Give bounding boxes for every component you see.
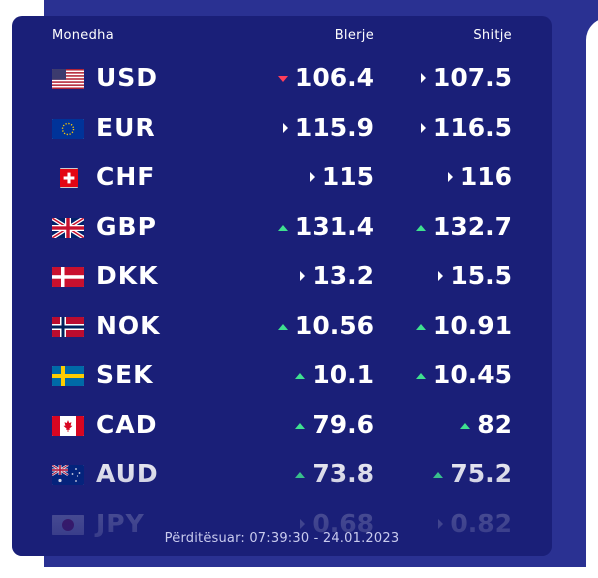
- exchange-rates-panel: Monedha Blerje Shitje USD 106.4 107.5 EU…: [12, 16, 552, 556]
- trend-up-icon: [415, 225, 426, 231]
- rate-row-chf: CHF 115 116: [12, 156, 552, 200]
- rate-row-usd: USD 106.4 107.5: [12, 57, 552, 101]
- currency-code: DKK: [96, 261, 159, 290]
- rate-row-aud: AUD 73.8 75.2: [12, 453, 552, 497]
- ch-flag-icon: [60, 168, 78, 188]
- eu-flag-icon: [52, 119, 84, 139]
- trend-down-icon: [277, 76, 288, 82]
- currency-code: CHF: [96, 162, 156, 191]
- trend-flat-icon: [282, 123, 288, 133]
- header-buy: Blerje: [334, 28, 374, 43]
- trend-up-icon: [295, 373, 306, 379]
- se-flag-icon: [52, 366, 84, 386]
- trend-up-icon: [277, 225, 288, 231]
- rate-row-cad: CAD 79.6 82: [12, 404, 552, 448]
- sell-rate: 75.2: [433, 459, 512, 488]
- buy-rate: 10.1: [295, 360, 374, 389]
- sell-rate: 10.45: [415, 360, 512, 389]
- rate-row-nok: NOK 10.56 10.91: [12, 305, 552, 349]
- currency-code: USD: [96, 63, 159, 92]
- trend-up-icon: [295, 423, 306, 429]
- trend-up-icon: [415, 373, 426, 379]
- buy-rate: 131.4: [277, 212, 374, 241]
- trend-flat-icon: [438, 519, 444, 529]
- rate-row-dkk: DKK 13.2 15.5: [12, 255, 552, 299]
- trend-up-icon: [277, 324, 288, 330]
- dk-flag-icon: [52, 267, 84, 287]
- currency-code: AUD: [96, 459, 159, 488]
- gb-flag-icon: [52, 218, 84, 238]
- trend-flat-icon: [300, 271, 306, 281]
- adjacent-card: [586, 18, 598, 578]
- currency-code: GBP: [96, 212, 157, 241]
- currency-code: CAD: [96, 410, 158, 439]
- buy-rate: 13.2: [300, 261, 374, 290]
- sell-rate: 116: [447, 162, 512, 191]
- sell-rate: 15.5: [438, 261, 512, 290]
- header-currency: Monedha: [52, 28, 114, 43]
- buy-rate: 106.4: [277, 63, 374, 92]
- trend-flat-icon: [309, 172, 315, 182]
- trend-flat-icon: [420, 73, 426, 83]
- us-flag-icon: [52, 69, 84, 89]
- trend-up-icon: [295, 472, 306, 478]
- no-flag-icon: [52, 317, 84, 337]
- rate-row-sek: SEK 10.1 10.45: [12, 354, 552, 398]
- currency-code: EUR: [96, 113, 156, 142]
- buy-rate: 115.9: [282, 113, 374, 142]
- sell-rate: 82: [460, 410, 512, 439]
- sell-rate: 116.5: [420, 113, 512, 142]
- header-sell: Shitje: [473, 28, 512, 43]
- rate-row-gbp: GBP 131.4 132.7: [12, 206, 552, 250]
- trend-flat-icon: [300, 519, 306, 529]
- au-flag-icon: [52, 465, 84, 485]
- buy-rate: 79.6: [295, 410, 374, 439]
- buy-rate: 115: [309, 162, 374, 191]
- buy-rate: 10.56: [277, 311, 374, 340]
- trend-flat-icon: [438, 271, 444, 281]
- currency-code: NOK: [96, 311, 161, 340]
- trend-flat-icon: [420, 123, 426, 133]
- sell-rate: 10.91: [415, 311, 512, 340]
- trend-up-icon: [460, 423, 471, 429]
- sell-rate: 132.7: [415, 212, 512, 241]
- currency-code: SEK: [96, 360, 154, 389]
- ca-flag-icon: [52, 416, 84, 436]
- buy-rate: 73.8: [295, 459, 374, 488]
- rate-row-eur: EUR 115.9 116.5: [12, 107, 552, 151]
- sell-rate: 107.5: [420, 63, 512, 92]
- trend-up-icon: [433, 472, 444, 478]
- last-updated-text: Përditësuar: 07:39:30 - 24.01.2023: [164, 531, 400, 546]
- trend-up-icon: [415, 324, 426, 330]
- trend-flat-icon: [447, 172, 453, 182]
